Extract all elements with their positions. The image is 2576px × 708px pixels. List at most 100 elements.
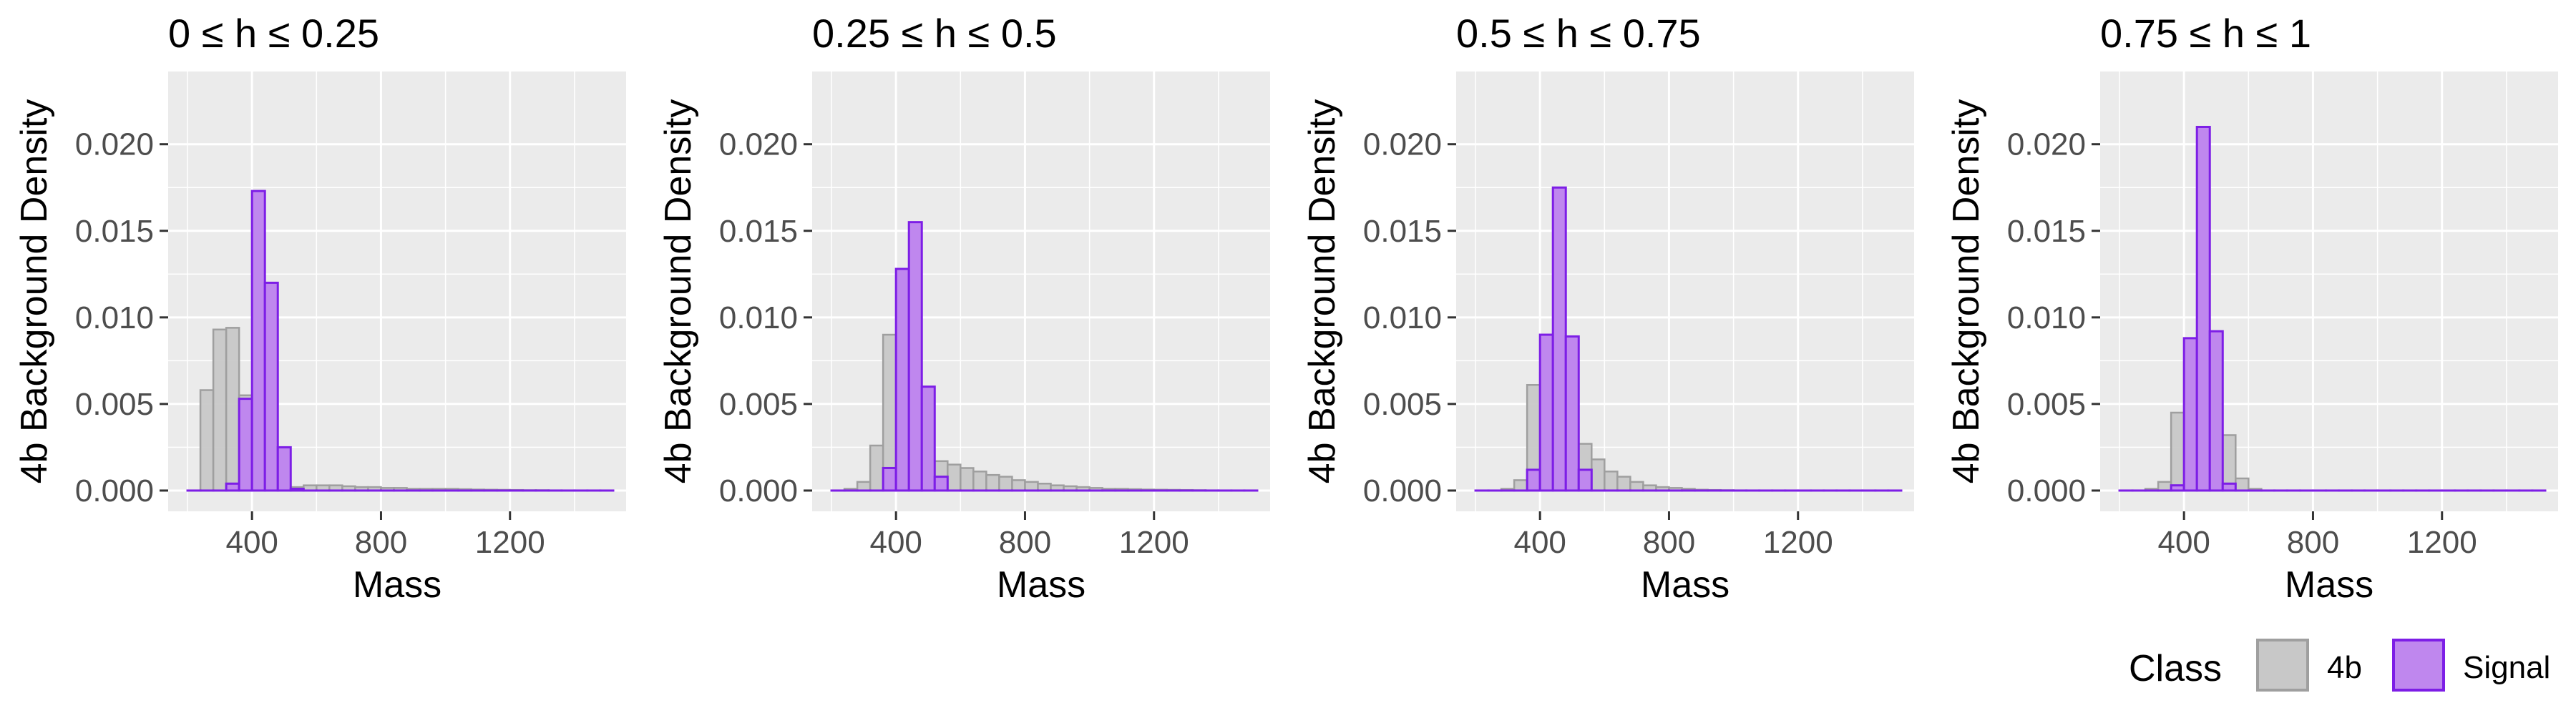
series-signal bbox=[186, 190, 615, 492]
y-tick-label: 0.015 bbox=[75, 214, 154, 249]
bar-4b bbox=[2235, 477, 2250, 492]
bar-signal bbox=[250, 190, 266, 492]
x-axis-label: Mass bbox=[353, 564, 441, 606]
bar-signal bbox=[1538, 333, 1554, 492]
bar-4b bbox=[856, 481, 872, 492]
x-tick-label: 400 bbox=[225, 525, 278, 560]
y-axis-label: 4b Background Density bbox=[658, 99, 699, 484]
bar-signal bbox=[2208, 330, 2224, 492]
panel-title: 0.75 ≤ h ≤ 1 bbox=[2100, 11, 2311, 56]
bar-signal bbox=[225, 482, 240, 492]
bar-4b bbox=[1011, 479, 1026, 492]
bar-4b bbox=[2157, 481, 2172, 492]
bar-signal bbox=[289, 488, 305, 492]
bar-4b bbox=[985, 473, 1000, 492]
y-tick-label: 0.020 bbox=[719, 127, 798, 162]
series-signal bbox=[2118, 125, 2547, 492]
facet-panel-2: 0.25 ≤ h ≤ 0.5 0.000 0.005 0.010 0.015 0.020 4… bbox=[658, 11, 1270, 606]
facet-panel-4: 0.75 ≤ h ≤ 1 0.000 0.005 0.010 0.015 0.020 400… bbox=[1946, 11, 2558, 606]
x-tick-label: 400 bbox=[2157, 525, 2210, 560]
y-tick-label: 0.000 bbox=[719, 473, 798, 508]
x-axis-label: Mass bbox=[1641, 564, 1729, 606]
y-tick-label: 0.005 bbox=[75, 387, 154, 422]
bar-signal bbox=[882, 466, 897, 492]
bar-4b bbox=[1024, 481, 1039, 492]
bar-4b bbox=[1513, 479, 1528, 492]
y-tick-label: 0.010 bbox=[719, 300, 798, 335]
y-tick-label: 0.000 bbox=[1363, 473, 1442, 508]
panel-title: 0.25 ≤ h ≤ 0.5 bbox=[812, 11, 1057, 56]
bar-4b bbox=[225, 327, 240, 492]
facet-panel-3: 0.5 ≤ h ≤ 0.75 0.000 0.005 0.010 0.015 0.020 4… bbox=[1302, 11, 1914, 606]
bar-4b bbox=[972, 471, 987, 492]
x-tick-label: 800 bbox=[1643, 525, 1695, 560]
y-tick-label: 0.020 bbox=[1363, 127, 1442, 162]
y-tick-label: 0.015 bbox=[1363, 214, 1442, 249]
y-tick-label: 0.015 bbox=[2007, 214, 2086, 249]
bar-signal bbox=[2182, 337, 2198, 492]
legend-label-signal: Signal bbox=[2463, 650, 2550, 685]
x-tick-label: 1200 bbox=[2407, 525, 2477, 560]
x-tick-label: 1200 bbox=[475, 525, 545, 560]
legend: Class 4b Signal bbox=[2129, 639, 2550, 692]
bar-4b bbox=[1616, 476, 1631, 492]
bar-signal bbox=[920, 385, 936, 492]
facet-panel-1: 0 ≤ h ≤ 0.25 0.000 0.005 0.010 0.015 0.020 400… bbox=[14, 11, 626, 606]
bar-signal bbox=[1551, 186, 1567, 492]
y-axis-label: 4b Background Density bbox=[1302, 99, 1343, 484]
legend-swatch-signal bbox=[2392, 639, 2445, 692]
bar-signal bbox=[907, 221, 923, 492]
bar-4b bbox=[212, 328, 228, 492]
x-tick-label: 800 bbox=[2287, 525, 2339, 560]
x-tick-label: 1200 bbox=[1119, 525, 1189, 560]
y-tick-label: 0.020 bbox=[2007, 127, 2086, 162]
bar-4b bbox=[869, 444, 884, 492]
bar-4b bbox=[2222, 434, 2237, 492]
bar-4b bbox=[2170, 411, 2185, 492]
series-signal bbox=[1474, 186, 1903, 492]
bar-4b bbox=[960, 467, 975, 492]
bar-signal bbox=[1526, 468, 1541, 492]
y-tick-label: 0.010 bbox=[75, 300, 154, 335]
y-tick-label: 0.005 bbox=[2007, 387, 2086, 422]
y-tick-label: 0.015 bbox=[719, 214, 798, 249]
bar-4b bbox=[947, 463, 962, 492]
legend-swatch-4b bbox=[2256, 639, 2309, 692]
bar-signal bbox=[894, 267, 910, 492]
panels: 0 ≤ h ≤ 0.25 0.000 0.005 0.010 0.015 0.020 400… bbox=[14, 11, 2558, 606]
bar-4b bbox=[199, 389, 215, 492]
y-tick-label: 0.005 bbox=[719, 387, 798, 422]
x-axis-label: Mass bbox=[2285, 564, 2373, 606]
series-signal bbox=[830, 221, 1259, 492]
bar-signal bbox=[2221, 482, 2237, 492]
y-axis-label: 4b Background Density bbox=[1946, 99, 1987, 484]
y-tick-label: 0.020 bbox=[75, 127, 154, 162]
bar-4b bbox=[1604, 471, 1619, 492]
panel-title: 0 ≤ h ≤ 0.25 bbox=[168, 11, 379, 56]
legend-title: Class bbox=[2129, 648, 2222, 689]
bar-signal bbox=[2195, 125, 2211, 492]
panel-background bbox=[1456, 72, 1914, 511]
y-axis-label: 4b Background Density bbox=[14, 99, 55, 484]
y-tick-label: 0.000 bbox=[75, 473, 154, 508]
panel-background bbox=[2100, 72, 2558, 511]
x-tick-label: 800 bbox=[355, 525, 407, 560]
x-tick-label: 800 bbox=[999, 525, 1051, 560]
x-tick-label: 1200 bbox=[1763, 525, 1833, 560]
bar-signal bbox=[276, 446, 292, 492]
x-tick-label: 400 bbox=[869, 525, 922, 560]
y-tick-label: 0.010 bbox=[1363, 300, 1442, 335]
x-axis-label: Mass bbox=[997, 564, 1085, 606]
y-tick-label: 0.000 bbox=[2007, 473, 2086, 508]
bar-4b bbox=[1591, 458, 1606, 492]
y-tick-label: 0.005 bbox=[1363, 387, 1442, 422]
bar-signal bbox=[933, 476, 949, 492]
y-tick-label: 0.010 bbox=[2007, 300, 2086, 335]
bar-4b bbox=[998, 476, 1013, 492]
bar-signal bbox=[1564, 335, 1580, 492]
bar-signal bbox=[2170, 484, 2185, 492]
bar-4b bbox=[1629, 481, 1644, 492]
bar-signal bbox=[238, 398, 253, 492]
bar-signal bbox=[263, 281, 279, 492]
